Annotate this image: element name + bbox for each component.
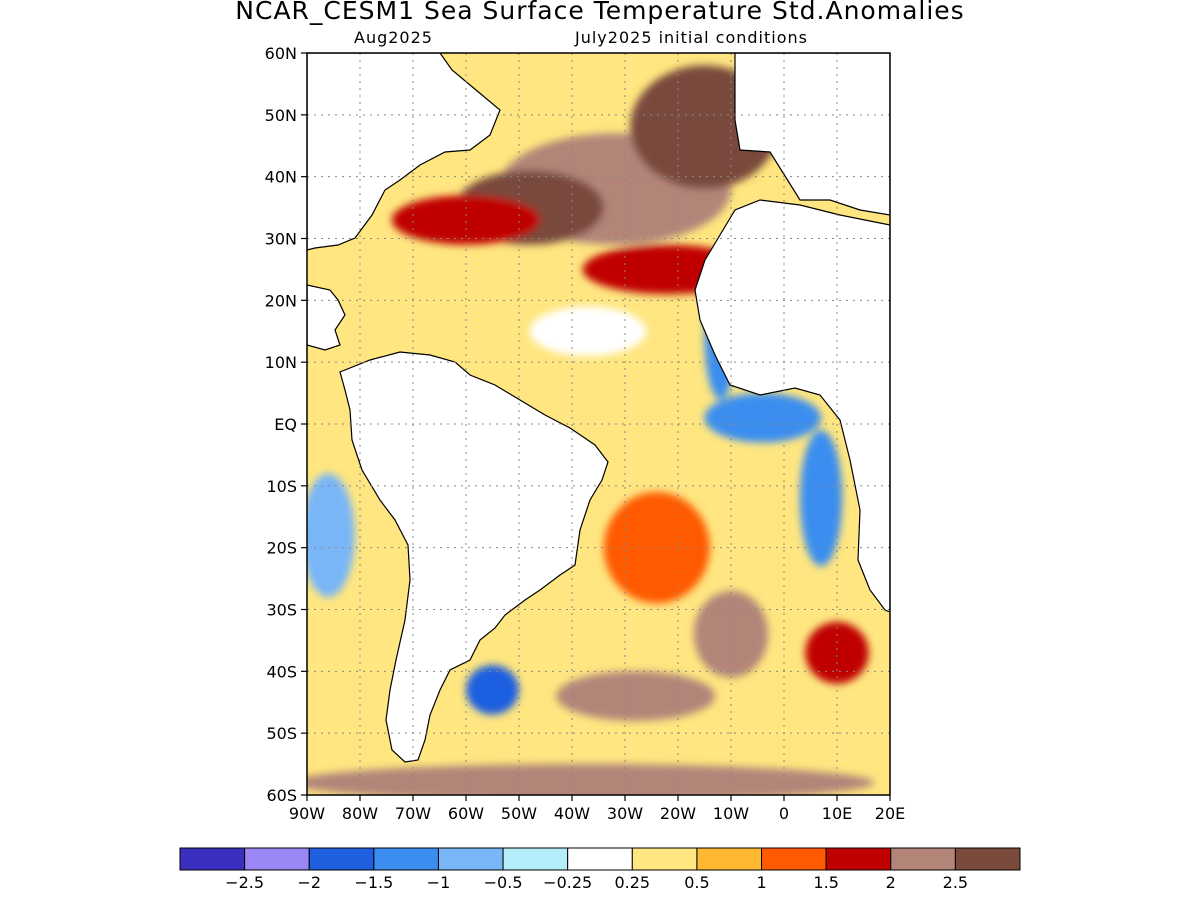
anomaly-blob-4 [391, 195, 541, 245]
lon-label-2: 70W [395, 804, 431, 823]
lon-label-8: 10W [713, 804, 749, 823]
colorbar-swatch-8 [696, 847, 763, 871]
anomaly-blob-8 [799, 430, 843, 567]
colorbar-label-10: 2 [886, 873, 896, 892]
anomaly-blob-7 [704, 393, 822, 443]
lat-label-1: 50N [265, 106, 297, 125]
colorbar-swatch-6 [567, 847, 633, 871]
colorbar-label-9: 1.5 [813, 873, 838, 892]
colorbar-label-3: −1 [427, 873, 451, 892]
anomaly-blob-9 [603, 492, 710, 604]
initial-conditions: July2025 initial conditions [575, 28, 808, 47]
lon-label-0: 90W [289, 804, 325, 823]
colorbar-label-8: 1 [756, 873, 766, 892]
colorbar-swatch-12 [954, 847, 1021, 871]
gulf-coast-land [307, 284, 346, 351]
map-title: NCAR_CESM1 Sea Surface Temperature Std.A… [235, 0, 965, 25]
colorbar-label-6: 0.25 [614, 873, 650, 892]
lat-label-10: 40S [266, 662, 297, 681]
land-masses [307, 53, 890, 763]
colorbar-label-7: 0.5 [684, 873, 709, 892]
lon-label-6: 30W [607, 804, 643, 823]
south-america-land [339, 351, 609, 763]
longitude-labels: 90W 80W 70W 60W 50W 40W 30W 20W 10W 0 10E 20E [289, 795, 905, 823]
colorbar-label-4: −0.5 [484, 873, 523, 892]
colorbar-swatch-4 [437, 847, 504, 871]
lat-label-8: 20S [266, 539, 297, 558]
colorbar-swatch-3 [373, 847, 439, 871]
colorbar-label-5: −0.25 [543, 873, 592, 892]
anomaly-blob-15 [307, 764, 875, 795]
lat-label-9: 30S [266, 601, 297, 620]
colorbar-swatch-2 [308, 847, 375, 871]
lon-label-9: 0 [779, 804, 789, 823]
colorbar-swatch-11 [890, 847, 956, 871]
lat-label-2: 40N [265, 168, 297, 187]
lat-label-6: EQ [274, 415, 297, 434]
lon-label-5: 40W [554, 804, 590, 823]
lat-label-12: 60S [266, 786, 297, 805]
colorbar-swatch-5 [502, 847, 569, 871]
lon-label-1: 80W [342, 804, 378, 823]
europe-land [734, 53, 890, 216]
lat-label-5: 10N [265, 353, 297, 372]
lat-label-0: 60N [265, 44, 297, 63]
lon-label-7: 20W [660, 804, 696, 823]
lon-label-3: 60W [448, 804, 484, 823]
lat-label-7: 10S [266, 477, 297, 496]
lat-label-11: 50S [266, 724, 297, 743]
anomaly-blob-11 [556, 671, 716, 721]
anomaly-blob-14 [307, 473, 355, 598]
anomaly-blob-5 [529, 306, 647, 356]
colorbar-label-11: 2.5 [943, 873, 968, 892]
colorbar-label-0: −2.5 [225, 873, 264, 892]
colorbar-swatch-1 [244, 847, 310, 871]
forecast-month: Aug2025 [354, 28, 433, 47]
anomaly-blob-13 [805, 621, 869, 684]
lon-label-4: 50W [501, 804, 537, 823]
colorbar-label-1: −2 [297, 873, 321, 892]
colorbar: −2.5 −2 −1.5 −1 −0.5 −0.25 0.25 0.5 1 1.5 2 2.5 [179, 847, 1021, 892]
colorbar-swatch-9 [761, 847, 827, 871]
lon-label-10: 10E [822, 804, 852, 823]
colorbar-label-2: −1.5 [354, 873, 393, 892]
lat-label-4: 20N [265, 291, 297, 310]
colorbar-swatch-10 [825, 847, 892, 871]
anomaly-blob-12 [466, 665, 519, 715]
lon-label-11: 20E [875, 804, 905, 823]
graticule [307, 53, 890, 795]
north-america-land [307, 53, 501, 251]
colorbar-swatch-7 [631, 847, 698, 871]
lat-label-3: 30N [265, 230, 297, 249]
colorbar-swatch-0 [179, 847, 246, 871]
africa-land [694, 199, 890, 613]
latitude-labels: 60N 50N 40N 30N 20N 10N EQ 10S 20S 30S 40S 50S 60S [265, 44, 307, 805]
